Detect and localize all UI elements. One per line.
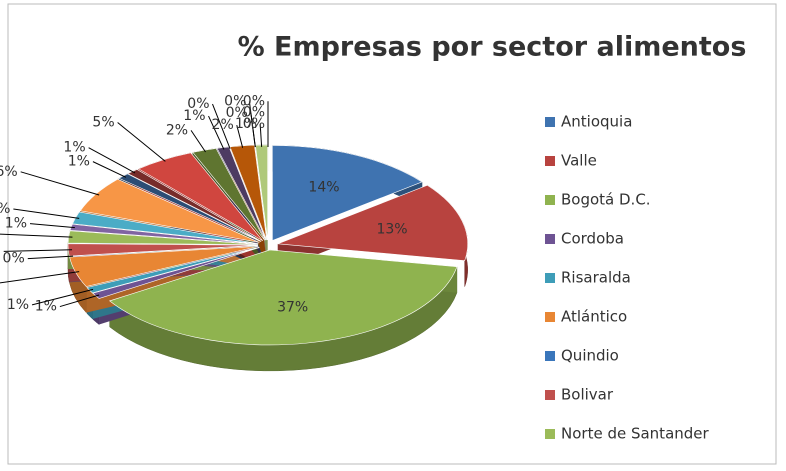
legend-label: Quindio <box>561 347 619 365</box>
data-label: 1% <box>5 216 27 232</box>
data-label: 5% <box>92 115 114 131</box>
data-label: 14% <box>308 180 339 196</box>
slice-tops <box>67 144 469 346</box>
legend-label: Bolivar <box>561 386 614 404</box>
legend-swatch <box>545 351 555 361</box>
leader-line <box>59 294 100 308</box>
leader-line <box>29 223 75 229</box>
leader-line <box>13 208 80 219</box>
legend-swatch <box>545 195 555 205</box>
data-label: 1% <box>68 154 90 170</box>
data-label: 2% <box>0 201 10 217</box>
legend-label: Norte de Santander <box>561 425 710 443</box>
leader-line <box>88 147 136 174</box>
leader-line <box>259 124 263 147</box>
data-label: 1% <box>63 140 85 156</box>
leader-line <box>31 288 94 306</box>
legend-label: Antioquia <box>561 113 632 131</box>
legend-swatch <box>545 117 555 127</box>
data-label: 6% <box>0 164 18 180</box>
data-label: 13% <box>376 222 407 238</box>
leader-line <box>0 233 73 238</box>
data-label: 2% <box>212 117 234 133</box>
data-label: 37% <box>277 300 308 316</box>
data-label: 2% <box>166 122 188 138</box>
leader-line <box>20 171 100 196</box>
pie-slice <box>277 184 469 261</box>
pie-slice <box>272 145 423 241</box>
data-label: 1% <box>235 116 257 132</box>
data-label: 2% <box>0 243 1 259</box>
leader-line <box>3 249 73 252</box>
leader-line <box>208 115 225 150</box>
legend-label: Valle <box>561 152 597 170</box>
leader-line <box>236 124 244 148</box>
leader-line <box>117 122 166 162</box>
legend-label: Atlántico <box>561 308 627 326</box>
legend-swatch <box>545 273 555 283</box>
legend-swatch <box>545 234 555 244</box>
leader-line <box>27 255 74 260</box>
data-label: 1% <box>7 297 29 313</box>
data-label: 0% <box>243 116 265 132</box>
legend-swatch <box>545 312 555 322</box>
legend-swatch <box>545 429 555 439</box>
legend-label: Cordoba <box>561 230 624 248</box>
leader-line <box>0 271 80 284</box>
data-label: 1% <box>183 108 205 124</box>
data-label: 0% <box>243 105 265 121</box>
leader-line <box>248 101 256 148</box>
data-label: 0% <box>3 251 25 267</box>
data-label: 0% <box>224 94 246 110</box>
leader-line <box>212 103 231 149</box>
legend-swatch <box>545 390 555 400</box>
data-label: 0% <box>226 105 248 121</box>
leader-line <box>92 161 127 178</box>
data-label: 0% <box>243 93 265 109</box>
legend-label: Risaralda <box>561 269 631 287</box>
legend-label: Bogotá D.C. <box>561 191 651 209</box>
legend-swatch <box>545 156 555 166</box>
data-label: 0% <box>187 96 209 112</box>
chart-title: % Empresas por sector alimentos <box>238 32 747 63</box>
pie-slice <box>109 249 458 346</box>
leader-line <box>190 130 206 153</box>
labels: 14%13%37%1%1%5%0%2%2%1%2%6%1%1%5%2%1%0%2… <box>0 93 408 316</box>
